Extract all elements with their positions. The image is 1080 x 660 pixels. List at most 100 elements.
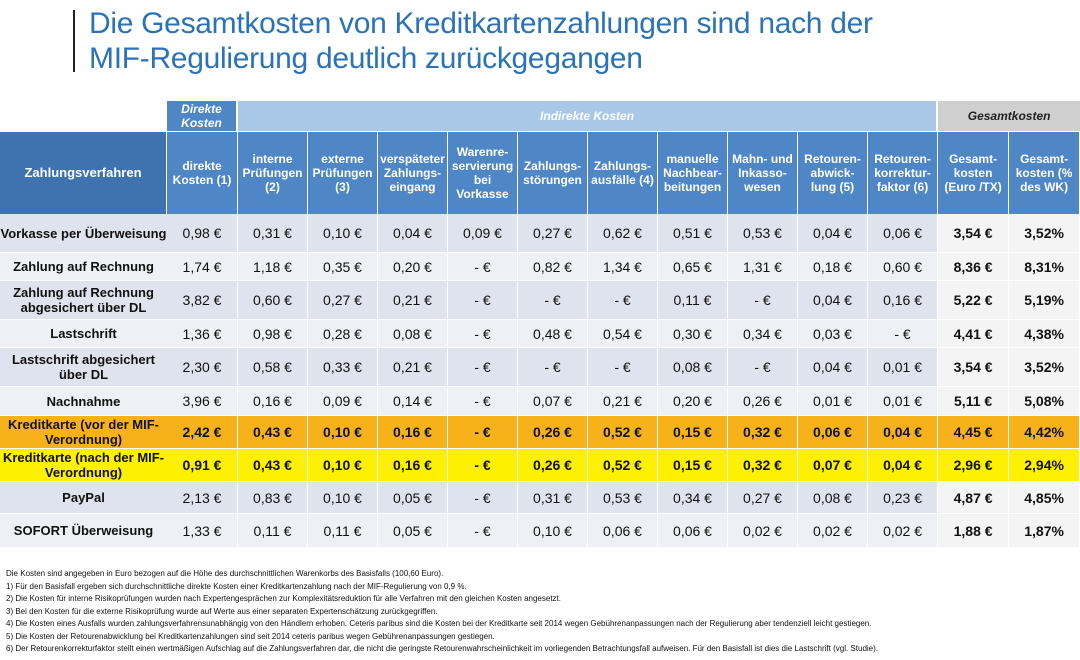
col-header-returns: Retouren-abwick-lung (5) [798, 131, 868, 214]
cost-cell: 2,42 € [167, 416, 238, 449]
footnote: 1) Für den Basisfall ergeben sich durchs… [6, 581, 467, 591]
cost-cell: 0,10 € [308, 482, 378, 514]
cost-cell: 2,30 € [167, 348, 238, 387]
cost-cell: - € [518, 281, 588, 320]
group-direct-costs: Direkte Kosten [167, 101, 238, 131]
total-cost-cell: 4,38% [1009, 320, 1080, 348]
cost-cell: 0,20 € [658, 387, 728, 416]
cost-cell: 0,54 € [588, 320, 658, 348]
payment-method-label: Lastschrift abgesichert über DL [0, 348, 167, 387]
cost-cell: 0,16 € [378, 449, 448, 482]
cost-cell: 0,53 € [588, 482, 658, 514]
cost-cell: 0,21 € [378, 281, 448, 320]
cost-cell: 0,98 € [167, 214, 238, 253]
cost-cell: - € [588, 281, 658, 320]
cost-cell: 0,21 € [588, 387, 658, 416]
cost-cell: 0,16 € [378, 416, 448, 449]
col-header-total-percent: Gesamt-kosten (% des WK) [1009, 131, 1080, 214]
cost-table: Direkte Kosten Indirekte Kosten Gesamtko… [0, 101, 1080, 548]
cost-cell: 0,26 € [518, 416, 588, 449]
cost-cell: 0,48 € [518, 320, 588, 348]
cost-cell: 0,43 € [238, 449, 308, 482]
cost-cell: 3,82 € [167, 281, 238, 320]
cost-cell: - € [448, 482, 518, 514]
cost-cell: 0,10 € [308, 449, 378, 482]
footnote: 2) Die Kosten für interne Risikoprüfunge… [6, 594, 561, 603]
cost-cell: 0,08 € [378, 320, 448, 348]
cost-cell: - € [448, 416, 518, 449]
col-header-reservation: Warenre-servierung bei Vorkasse [448, 131, 518, 214]
col-header-manual: manuelle Nachbear-beitungen [658, 131, 728, 214]
footnote: 5) Die Kosten der Retourenabwicklung bei… [6, 631, 495, 641]
cost-cell: 0,27 € [308, 281, 378, 320]
total-cost-cell: 4,87 € [938, 482, 1010, 514]
total-cost-cell: 3,54 € [938, 214, 1010, 253]
col-header-dunning: Mahn- und Inkasso-wesen [728, 131, 798, 214]
cost-cell: 0,04 € [378, 214, 448, 253]
cost-cell: 1,74 € [167, 253, 238, 281]
table-row: PayPal 2,13 €0,83 €0,10 €0,05 € - €0,31 €0… [0, 482, 1080, 514]
cost-cell: 0,04 € [868, 449, 939, 482]
cost-cell: 0,27 € [728, 482, 798, 514]
cost-cell: 1,34 € [588, 253, 658, 281]
cost-cell: 0,33 € [308, 348, 378, 387]
group-total-costs: Gesamtkosten [938, 101, 1080, 131]
cost-cell: 0,06 € [588, 514, 658, 548]
cost-cell: 0,60 € [238, 281, 308, 320]
cost-cell: - € [588, 348, 658, 387]
cost-cell: 0,05 € [378, 482, 448, 514]
total-cost-cell: 2,96 € [938, 449, 1010, 482]
payment-method-label: Kreditkarte (vor der MIF-Verordnung) [0, 416, 167, 449]
group-indirect-costs: Indirekte Kosten [238, 101, 939, 131]
cost-cell: 0,32 € [728, 416, 798, 449]
total-cost-cell: 8,36 € [938, 253, 1010, 281]
col-header-method: Zahlungsverfahren [0, 131, 167, 214]
cost-cell: 0,06 € [798, 416, 868, 449]
cost-cell: 0,11 € [658, 281, 728, 320]
cost-cell: 0,05 € [378, 514, 448, 548]
total-cost-cell: 3,52% [1009, 214, 1080, 253]
payment-method-label: Lastschrift [0, 320, 167, 348]
cost-cell: 0,21 € [378, 348, 448, 387]
cost-cell: 0,34 € [658, 482, 728, 514]
cost-cell: 3,96 € [167, 387, 238, 416]
cost-cell: 0,16 € [238, 387, 308, 416]
cost-cell: 0,04 € [798, 214, 868, 253]
col-header-disruptions: Zahlungs-störungen [518, 131, 588, 214]
cost-cell: - € [728, 281, 798, 320]
cost-cell: - € [518, 348, 588, 387]
cost-cell: 0,52 € [588, 449, 658, 482]
cost-cell: 0,31 € [518, 482, 588, 514]
cost-cell: 0,18 € [798, 253, 868, 281]
cost-cell: 0,09 € [308, 387, 378, 416]
footnote: Die Kosten sind angegeben in Euro bezoge… [6, 569, 444, 578]
cost-cell: 0,82 € [518, 253, 588, 281]
cost-cell: - € [448, 514, 518, 548]
cost-cell: 0,11 € [308, 514, 378, 548]
cost-cell: 0,06 € [868, 214, 939, 253]
table-row: Vorkasse per Überweisung 0,98 €0,31 €0,10… [0, 214, 1080, 253]
cost-cell: 1,33 € [167, 514, 238, 548]
col-header-external-checks: externe Prüfungen (3) [308, 131, 378, 214]
cost-cell: 0,62 € [588, 214, 658, 253]
cost-cell: 0,26 € [728, 387, 798, 416]
cost-cell: 0,16 € [868, 281, 939, 320]
footnote: 6) Der Retourenkorrekturfaktor stellt ei… [6, 644, 879, 653]
title-accent-bar [73, 10, 75, 72]
cost-cell: 0,98 € [238, 320, 308, 348]
cost-cell: 0,09 € [448, 214, 518, 253]
cost-cell: 0,01 € [868, 348, 939, 387]
cost-cell: 0,53 € [728, 214, 798, 253]
col-header-return-factor: Retouren-korrektur-faktor (6) [868, 131, 939, 214]
payment-method-label: SOFORT Überweisung [0, 514, 167, 548]
col-header-late-payment: verspäteter Zahlungs-eingang [378, 131, 448, 214]
total-cost-cell: 5,08% [1009, 387, 1080, 416]
cost-cell: 0,35 € [308, 253, 378, 281]
cost-cell: 0,91 € [167, 449, 238, 482]
payment-method-label: Zahlung auf Rechnung abgesichert über DL [0, 281, 167, 320]
cost-cell: 2,13 € [167, 482, 238, 514]
cost-cell: 0,31 € [238, 214, 308, 253]
table-row: Lastschrift abgesichert über DL 2,30 €0,5… [0, 348, 1080, 387]
group-empty [0, 101, 167, 131]
cost-cell: 0,32 € [728, 449, 798, 482]
